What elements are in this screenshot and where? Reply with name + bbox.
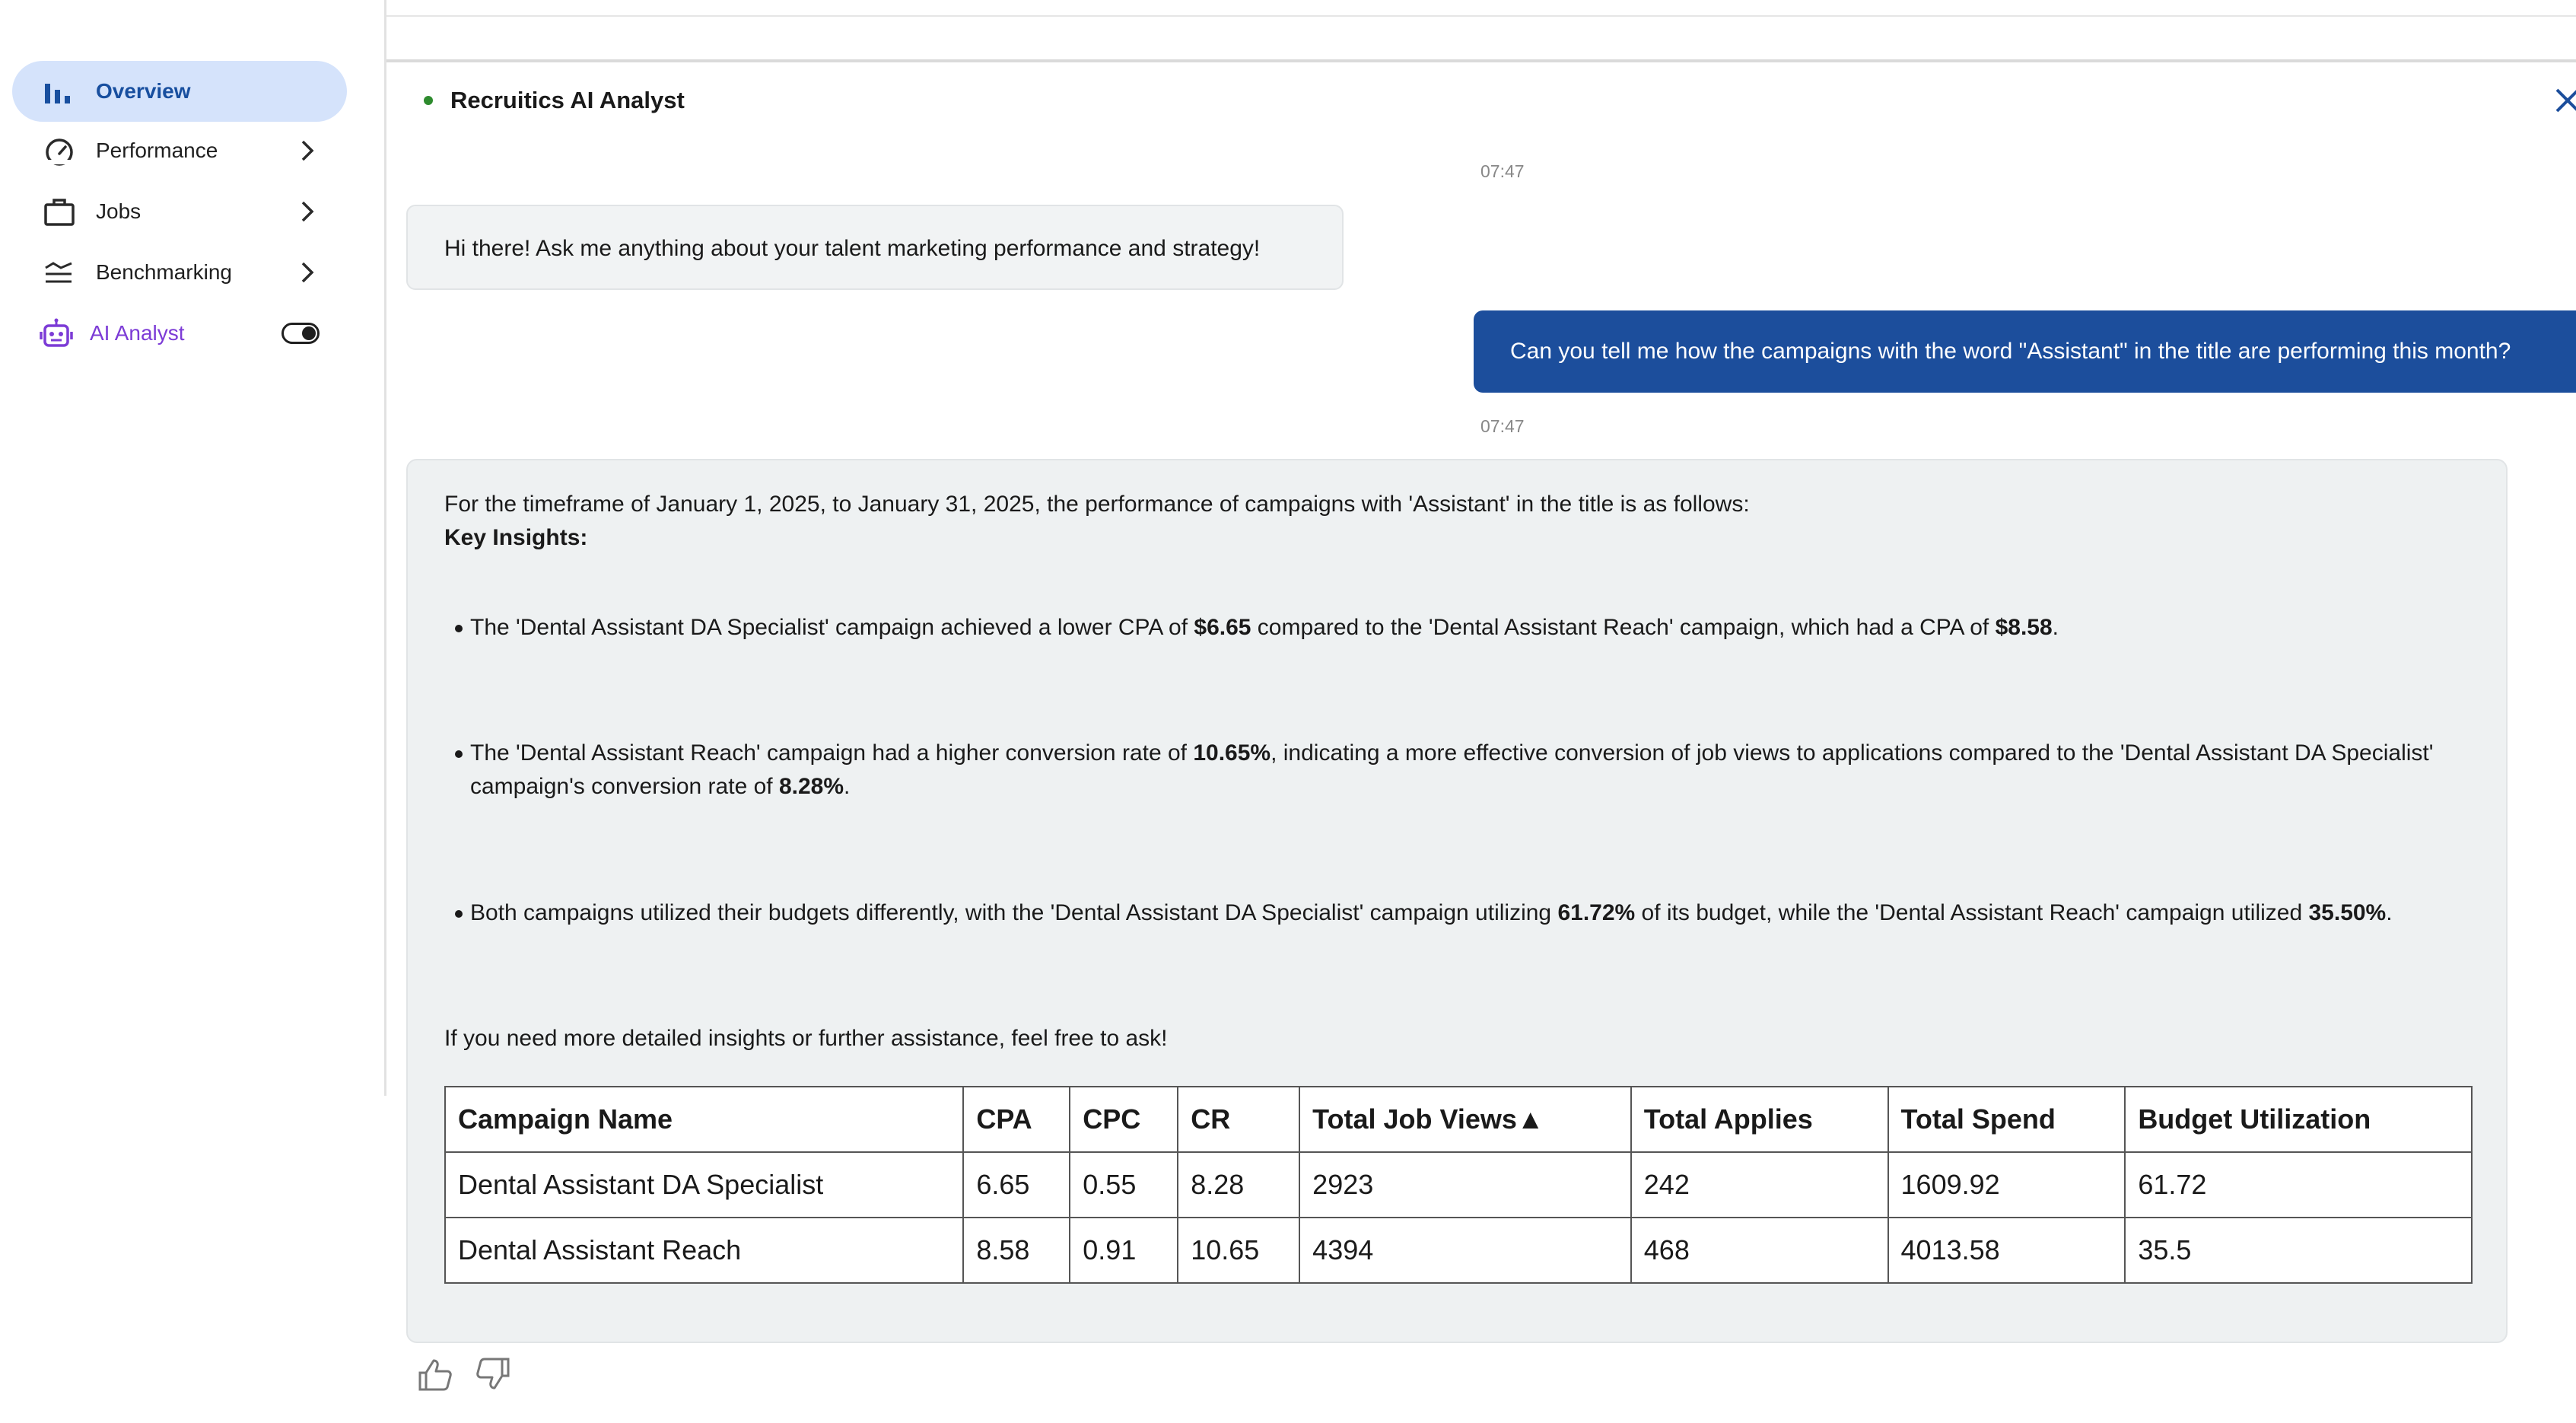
thumbs-down-button[interactable]: [473, 1355, 513, 1394]
bullet-dot: [455, 625, 463, 632]
insight-value: 10.65%: [1193, 740, 1271, 766]
table-cell: 35.5: [2124, 1217, 2473, 1284]
column-header-campaign-name[interactable]: Campaign Name: [444, 1086, 965, 1153]
online-status-dot: [424, 96, 433, 105]
table-row: Dental Assistant Reach 8.58 0.91 10.65 4…: [444, 1217, 2473, 1284]
table-row: Dental Assistant DA Specialist 6.65 0.55…: [444, 1151, 2473, 1218]
insight-value: $8.58: [1995, 615, 2053, 640]
chevron-right-icon: [294, 259, 321, 286]
thumbs-up-button[interactable]: [415, 1355, 455, 1394]
benchmark-icon: [43, 257, 76, 288]
insight-text: , indicating a more effective conversion…: [470, 740, 2434, 799]
table-cell: 0.55: [1069, 1151, 1179, 1218]
column-header-total-spend[interactable]: Total Spend: [1887, 1086, 2126, 1153]
ai-greeting-message: Hi there! Ask me anything about your tal…: [406, 205, 1344, 290]
table-cell: 4394: [1299, 1217, 1632, 1284]
bar-chart-icon: [43, 76, 76, 107]
table-cell: 1609.92: [1887, 1151, 2126, 1218]
close-button[interactable]: [2552, 85, 2576, 116]
speedometer-icon: [43, 135, 76, 166]
robot-icon: [40, 318, 73, 349]
chevron-right-icon: [294, 198, 321, 225]
insight-value: 8.28%: [778, 774, 844, 799]
panel-divider: [386, 59, 2576, 62]
sidebar-item-label: Benchmarking: [96, 260, 232, 284]
table-cell: 8.58: [962, 1217, 1071, 1284]
chevron-right-icon: [294, 137, 321, 164]
table-cell: Dental Assistant DA Specialist: [444, 1151, 965, 1218]
sidebar-item-label: Performance: [96, 138, 218, 162]
bullet-dot: [455, 750, 463, 758]
insight-bullet: Both campaigns utilized their budgets di…: [455, 896, 2448, 930]
sidebar-item-performance[interactable]: Performance: [12, 120, 347, 181]
ai-response-message: For the timeframe of January 1, 2025, to…: [406, 459, 2508, 1343]
message-timestamp: 07:47: [1480, 416, 1525, 436]
sidebar-item-label: AI Analyst: [90, 321, 185, 345]
insight-text: .: [844, 774, 851, 799]
table-cell: 2923: [1299, 1151, 1632, 1218]
thumbs-up-icon: [418, 1359, 452, 1391]
user-message: Can you tell me how the campaigns with t…: [1474, 310, 2576, 393]
key-insights-heading: Key Insights:: [444, 521, 587, 555]
key-insights-heading-text: Key Insights:: [444, 525, 588, 550]
insight-value: 35.50%: [2308, 900, 2387, 925]
insight-text: The 'Dental Assistant DA Specialist' cam…: [470, 615, 1194, 640]
column-header-total-job-views[interactable]: Total Job Views▲: [1299, 1086, 1632, 1153]
message-timestamp: 07:47: [1480, 161, 1525, 181]
table-cell: 8.28: [1177, 1151, 1301, 1218]
table-cell: 468: [1630, 1217, 1889, 1284]
sidebar-item-benchmarking[interactable]: Benchmarking: [12, 242, 347, 303]
briefcase-icon: [43, 196, 76, 227]
sidebar: Overview Performance Jobs Benchmarking: [0, 0, 386, 1096]
table-cell: Dental Assistant Reach: [444, 1217, 965, 1284]
top-bar: [386, 0, 2576, 17]
sidebar-item-label: Overview: [96, 79, 191, 103]
insight-bullet: The 'Dental Assistant DA Specialist' cam…: [455, 611, 2448, 645]
table-cell: 4013.58: [1887, 1217, 2126, 1284]
response-closing: If you need more detailed insights or fu…: [444, 1026, 1168, 1051]
insight-text: of its budget, while the 'Dental Assista…: [1635, 900, 2309, 925]
campaign-results-table: Campaign Name CPA CPC CR Total Job Views…: [444, 1086, 2473, 1284]
sidebar-item-ai-analyst[interactable]: AI Analyst: [12, 303, 347, 364]
table-cell: 6.65: [962, 1151, 1071, 1218]
column-header-cr[interactable]: CR: [1177, 1086, 1301, 1153]
insight-bullet: The 'Dental Assistant Reach' campaign ha…: [455, 737, 2448, 804]
table-header-row: Campaign Name CPA CPC CR Total Job Views…: [444, 1086, 2473, 1153]
response-intro: For the timeframe of January 1, 2025, to…: [444, 492, 1750, 517]
ai-analyst-toggle[interactable]: [281, 323, 320, 344]
table-cell: 10.65: [1177, 1217, 1301, 1284]
close-icon: [2555, 88, 2576, 113]
chat-title: Recruitics AI Analyst: [450, 87, 685, 113]
table-cell: 242: [1630, 1151, 1889, 1218]
sidebar-item-overview[interactable]: Overview: [12, 61, 347, 122]
bullet-dot: [455, 910, 463, 918]
thumbs-down-icon: [476, 1358, 510, 1390]
table-cell: 0.91: [1069, 1217, 1179, 1284]
insight-value: 61.72%: [1557, 900, 1636, 925]
insight-text: Both campaigns utilized their budgets di…: [470, 900, 1558, 925]
insight-text: .: [2386, 900, 2393, 925]
insight-text: The 'Dental Assistant Reach' campaign ha…: [470, 740, 1194, 766]
insight-value: $6.65: [1194, 615, 1251, 640]
column-header-total-applies[interactable]: Total Applies: [1630, 1086, 1889, 1153]
column-header-cpc[interactable]: CPC: [1069, 1086, 1179, 1153]
sidebar-item-label: Jobs: [96, 199, 142, 223]
insight-text: .: [2052, 615, 2059, 640]
insight-text: compared to the 'Dental Assistant Reach'…: [1251, 615, 1996, 640]
column-header-budget-utilization[interactable]: Budget Utilization: [2124, 1086, 2473, 1153]
sidebar-item-jobs[interactable]: Jobs: [12, 181, 347, 242]
table-cell: 61.72: [2124, 1151, 2473, 1218]
column-header-cpa[interactable]: CPA: [962, 1086, 1071, 1153]
